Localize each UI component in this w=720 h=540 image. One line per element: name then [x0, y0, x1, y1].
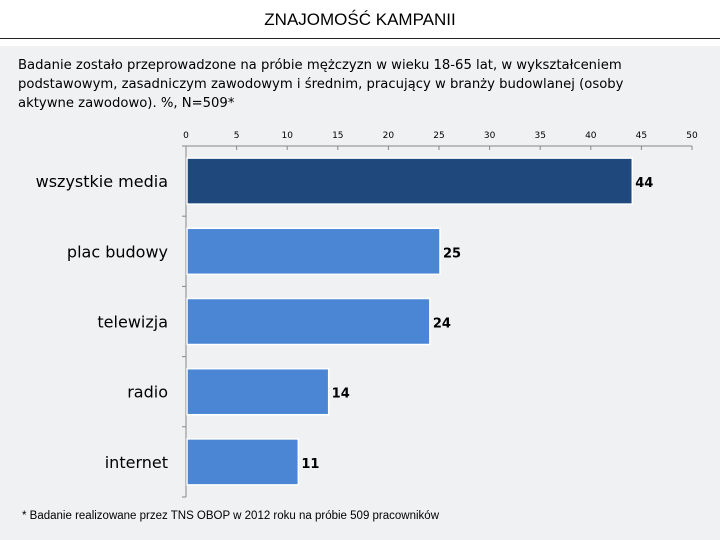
category-label: wszystkie media — [36, 172, 168, 191]
bar — [186, 438, 300, 486]
bar-chart: 0 5 10 15 20 25 30 35 40 45 50 wszystkie media 44 pla… — [36, 131, 698, 498]
x-tick-label: 10 — [281, 131, 293, 141]
x-tick-label: 0 — [183, 131, 189, 141]
x-tick-label: 40 — [585, 131, 597, 141]
category-label: internet — [105, 453, 168, 472]
category-label: telewizja — [97, 313, 168, 332]
bar — [186, 157, 634, 205]
x-tick-label: 35 — [534, 131, 545, 141]
page-title: ZNAJOMOŚĆ KAMPANII — [264, 10, 456, 29]
x-tick-label: 15 — [332, 131, 343, 141]
data-label: 25 — [443, 246, 461, 261]
data-label: 44 — [635, 176, 653, 191]
x-tick-label: 20 — [383, 131, 395, 141]
chart-description: Badanie zostało przeprowadzone na próbie… — [18, 58, 624, 111]
data-label: 24 — [433, 317, 451, 332]
footnote: * Badanie realizowane przez TNS OBOP w 2… — [22, 510, 440, 522]
x-tick-label: 30 — [484, 131, 496, 141]
data-label: 11 — [301, 457, 319, 472]
title-divider — [0, 38, 720, 39]
data-label: 14 — [332, 387, 350, 402]
x-tick-label: 25 — [433, 131, 444, 141]
bar — [186, 367, 330, 416]
bar — [186, 227, 441, 276]
category-label: radio — [127, 383, 168, 402]
bar — [186, 297, 431, 346]
x-tick-label: 45 — [636, 131, 647, 141]
title-bar: ZNAJOMOŚĆ KAMPANII — [0, 0, 720, 46]
x-tick-label: 5 — [234, 131, 240, 141]
category-label: plac budowy — [67, 242, 168, 261]
x-tick-label: 50 — [686, 131, 698, 141]
